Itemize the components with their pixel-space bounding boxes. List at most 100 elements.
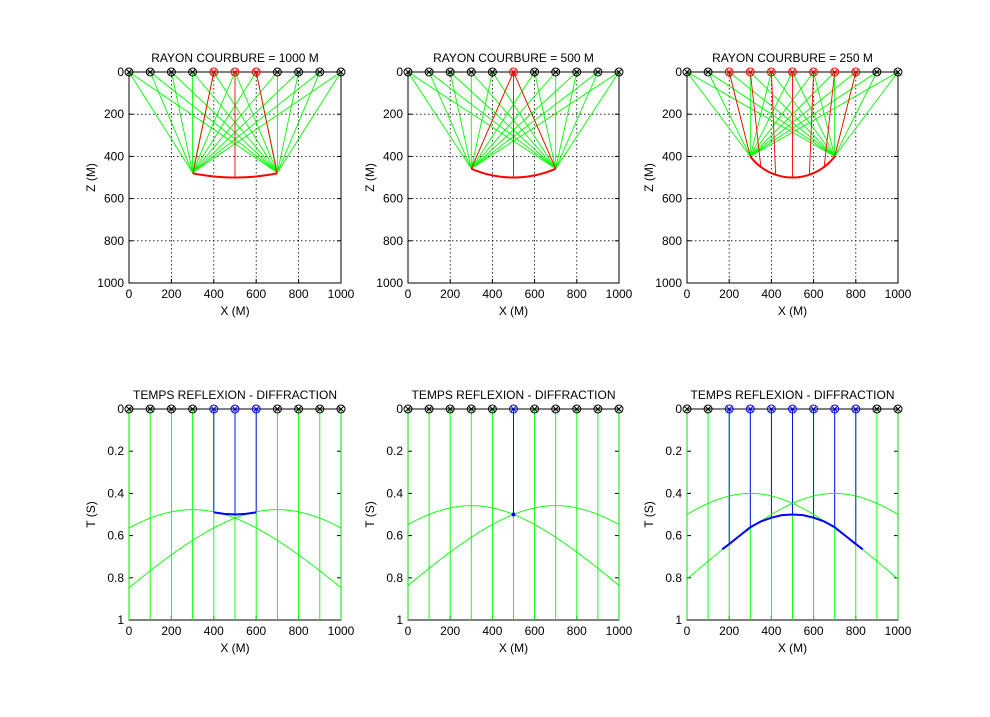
panel-top-middle-station-marker [403,67,413,77]
panel-top-middle-station-marker-cross-b [510,68,517,76]
panel-top-middle-station-marker-cross-b [467,68,475,76]
panel-bottom-middle-station-marker-cross-b [573,405,581,413]
panel-bottom-middle-station-marker [593,404,603,414]
panel-bottom-middle-station-marker-cross-b [594,405,602,413]
panel-bottom-middle-station-marker [466,404,476,414]
panel-top-right-station-marker-cross-b [852,68,860,76]
panel-bottom-left-station-marker-cross-b [295,405,302,413]
panel-top-middle-station-marker-cross-b [446,68,454,76]
panel-top-left-ytick-label: 1000 [97,276,124,290]
panel-bottom-right-station-marker [703,404,713,414]
panel-top-middle-station-marker [551,67,561,77]
panel-top-left-ray [213,71,278,173]
panel-top-right-ylabel: Z (M) [642,163,656,192]
panel-bottom-right-xtick-label: 200 [719,624,739,638]
panel-top-left-xtick-label: 200 [161,287,181,301]
panel-top-right-station-marker [788,67,797,77]
panel-top-left-station-marker [209,67,219,77]
panel-top-middle-station-marker-cross-b [425,68,433,76]
panel-bottom-right-xtick-label: 1000 [885,624,912,638]
panel-top-left-station-marker-cross-b [210,68,218,76]
panel-bottom-right-xtick-label: 600 [804,624,824,638]
panel-bottom-left-station-marker [336,404,346,414]
panel-bottom-right-station-marker-cross-b [789,405,796,413]
panel-bottom-left-reflection-curve [213,511,257,516]
panel-top-left-ray [234,71,278,173]
panel-top-right-xtick-label: 800 [846,287,866,301]
panel-bottom-right-xtick-label: 0 [684,624,691,638]
panel-top-right-normal-ray [808,71,815,175]
panel-top-left-ray [276,71,300,173]
panel-bottom-right-station-marker [872,404,882,414]
panel-top-middle-reflector [470,167,557,179]
panel-top-right-ytick-label: 200 [662,107,682,121]
panel-bottom-left-station-marker-cross-b [146,405,154,413]
panel-top-right-station-marker-cross-b [789,68,796,76]
panel-bottom-left-station-marker [188,404,198,414]
panel-top-right-station-marker-cross-b [768,68,775,76]
panel-bottom-middle-station-marker-cross-b [425,405,433,413]
panel-top-right-ray [813,71,836,157]
panel-bottom-middle-station-marker [509,404,518,414]
panel-bottom-middle-station-marker-cross-b [446,405,454,413]
panel-bottom-right-station-marker [809,404,819,414]
panel-top-left-normal-ray [192,71,215,174]
panel-bottom-right-station-marker-cross-b [683,405,691,413]
panel-bottom-right-station-marker [724,404,734,414]
panel-bottom-middle-plot [407,409,620,620]
panel-bottom-middle-ytick-label: 1 [396,613,403,627]
panel-top-middle-ytick-label: 800 [383,234,403,248]
panel-bottom-middle-xlabel: X (M) [499,641,528,655]
panel-top-middle-xtick-label: 0 [405,287,412,301]
panel-bottom-left-station-marker-cross-b [337,405,345,413]
panel-bottom-left-xtick-label: 0 [126,624,133,638]
panel-top-right-station-marker [724,67,734,77]
panel-bottom-right-station-marker-cross-b [725,405,733,413]
panel-bottom-middle-reflection-point [511,512,516,517]
panel-top-left-ytick-label: 600 [104,192,124,206]
panel-bottom-middle-xtick-label: 0 [405,624,412,638]
panel-top-middle-xtick-label: 1000 [606,287,633,301]
panel-bottom-middle-station-marker-cross-b [489,405,496,413]
panel-bottom-left-station-marker [294,404,304,414]
panel-top-right-station-marker-cross-b [873,68,881,76]
panel-bottom-left-plot [128,409,342,620]
panel-top-right-reflector [749,155,836,179]
panel-bottom-right-ytick-label: 0.4 [665,486,682,500]
panel-bottom-right-ytick-label: 0 [675,402,682,416]
panel-bottom-right-diffraction-curve [686,492,899,580]
panel-bottom-left-ytick-label: 0.8 [107,571,124,585]
panel-top-right-station-marker-cross-b [894,68,902,76]
panel-top-right-ray [707,71,835,157]
panel-bottom-left-ytick-label: 0.4 [107,486,124,500]
panel-bottom-middle-xtick-label: 1000 [606,624,633,638]
panel-bottom-middle-station-marker-cross-b [552,405,560,413]
panel-bottom-middle-ytick-label: 0.2 [386,444,403,458]
panel-bottom-left-title: TEMPS REFLEXION - DIFFRACTION [133,388,337,402]
panel-bottom-left-ytick-label: 0 [117,402,124,416]
panel-top-middle-ytick-label: 400 [383,149,403,163]
panel-bottom-left-station-marker [272,404,282,414]
panel-bottom-left-ytick-label: 0.6 [107,529,124,543]
panel-bottom-left-station-marker [209,404,219,414]
panel-bottom-left-xtick-label: 800 [289,624,309,638]
panel-top-left-ytick-label: 0 [117,65,124,79]
panel-bottom-right-station-marker-cross-b [873,405,881,413]
panel-top-right-normal-ray [770,71,777,175]
panel-bottom-middle-station-marker [403,404,413,414]
panel-bottom-left-xtick-label: 200 [161,624,181,638]
panel-top-left-station-marker [272,67,282,77]
panel-top-middle-station-marker-cross-b [531,68,538,76]
panel-bottom-right-title: TEMPS REFLEXION - DIFFRACTION [690,388,894,402]
panel-top-left-xtick-label: 0 [126,287,133,301]
panel-top-right-ray [728,71,835,157]
panel-top-left-xtick-label: 600 [246,287,266,301]
panel-bottom-left-diffraction-curve [128,509,342,589]
panel-bottom-right-station-marker-cross-b [810,405,817,413]
panel-top-right-normal-ray [823,71,836,167]
panel-bottom-middle-station-marker [530,404,540,414]
panel-top-right-ray [834,71,899,157]
panel-top-left-ray [128,71,193,173]
panel-top-left-ray [171,71,278,173]
panel-top-middle-ytick-label: 600 [383,192,403,206]
